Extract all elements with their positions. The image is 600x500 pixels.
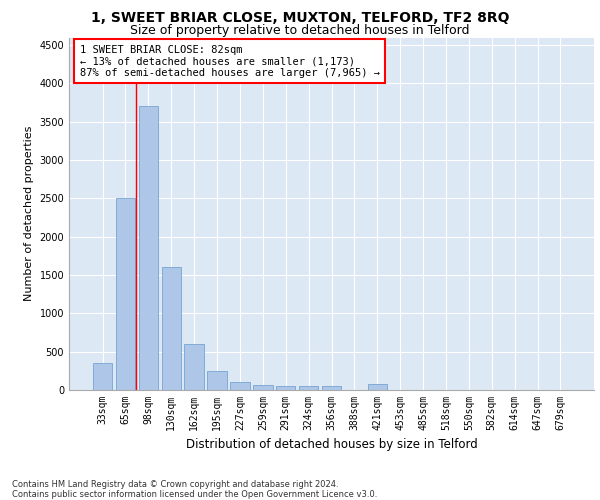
Bar [368,384,387,390]
Bar [299,386,319,390]
Bar [208,371,227,390]
Text: Size of property relative to detached houses in Telford: Size of property relative to detached ho… [130,24,470,37]
Bar [276,386,295,390]
Y-axis label: Number of detached properties: Number of detached properties [24,126,34,302]
Bar [184,344,204,390]
Text: 1 SWEET BRIAR CLOSE: 82sqm
← 13% of detached houses are smaller (1,173)
87% of s: 1 SWEET BRIAR CLOSE: 82sqm ← 13% of deta… [79,44,380,78]
Text: 1, SWEET BRIAR CLOSE, MUXTON, TELFORD, TF2 8RQ: 1, SWEET BRIAR CLOSE, MUXTON, TELFORD, T… [91,12,509,26]
Bar [253,386,272,390]
Bar [161,268,181,390]
Bar [322,386,341,390]
Bar [139,106,158,390]
Bar [116,198,135,390]
X-axis label: Distribution of detached houses by size in Telford: Distribution of detached houses by size … [185,438,478,452]
Bar [93,363,112,390]
Bar [230,382,250,390]
Text: Contains HM Land Registry data © Crown copyright and database right 2024.
Contai: Contains HM Land Registry data © Crown c… [12,480,377,499]
